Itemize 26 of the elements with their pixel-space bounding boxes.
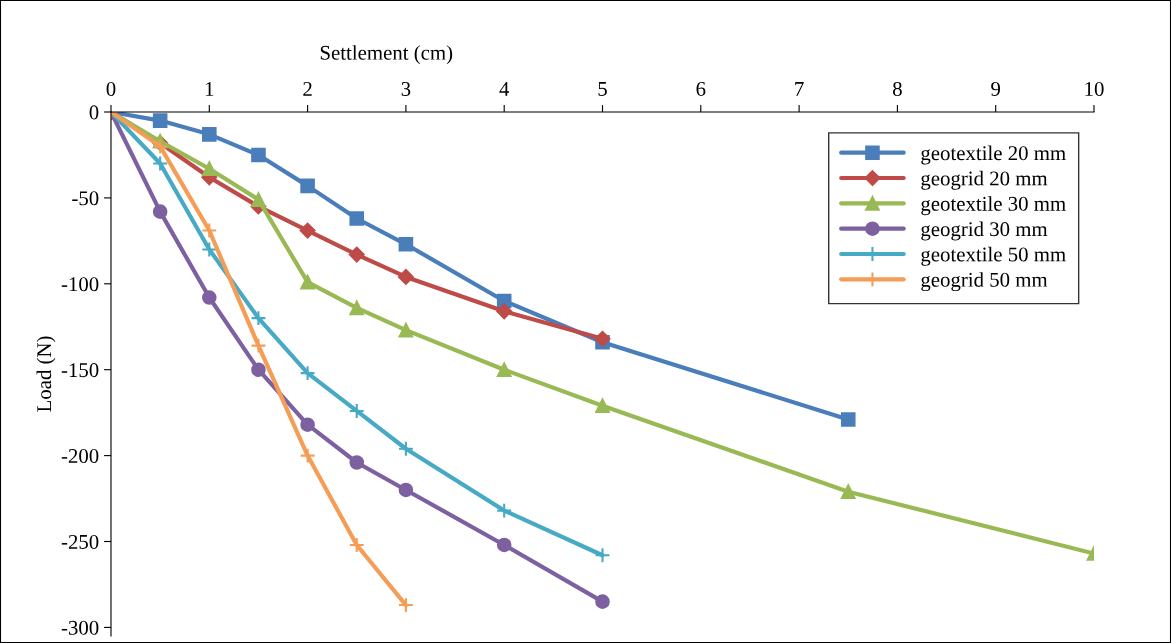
y-axis-title: Load (N) bbox=[36, 336, 56, 412]
y-tick-label: -50 bbox=[72, 191, 99, 206]
x-tick-label: 1 bbox=[205, 82, 214, 96]
x-tick-label: 0 bbox=[106, 81, 116, 96]
x-tick-label: 10 bbox=[1085, 81, 1104, 96]
y-tick-label: -200 bbox=[61, 448, 99, 464]
x-tick-label: 7 bbox=[795, 82, 804, 96]
y-tick-label: -250 bbox=[61, 534, 99, 549]
y-tick-label: -300 bbox=[61, 620, 99, 635]
x-tick-label: 3 bbox=[401, 81, 411, 96]
legend-label: geotextile 50 mm bbox=[921, 246, 1066, 266]
legend-label: geogrid 50 mm bbox=[921, 272, 1048, 292]
x-tick-label: 4 bbox=[499, 82, 510, 96]
legend-label: geogrid 20 mm bbox=[921, 170, 1048, 190]
x-tick-label: 6 bbox=[696, 81, 706, 96]
y-tick-label: -100 bbox=[61, 277, 99, 292]
x-tick-label: 5 bbox=[598, 82, 607, 96]
x-axis-title: Settlement (cm) bbox=[320, 45, 453, 65]
legend-label: geotextile 30 mm bbox=[921, 196, 1066, 216]
y-tick-label: 0 bbox=[89, 105, 99, 120]
legend-label: geogrid 30 mm bbox=[921, 221, 1048, 241]
legend-label: geotextile 20 mm bbox=[921, 145, 1066, 165]
x-tick-label: 8 bbox=[892, 81, 902, 96]
y-tick-label: -150 bbox=[61, 363, 99, 378]
x-tick-label: 9 bbox=[991, 81, 1001, 96]
x-tick-label: 2 bbox=[303, 81, 312, 96]
